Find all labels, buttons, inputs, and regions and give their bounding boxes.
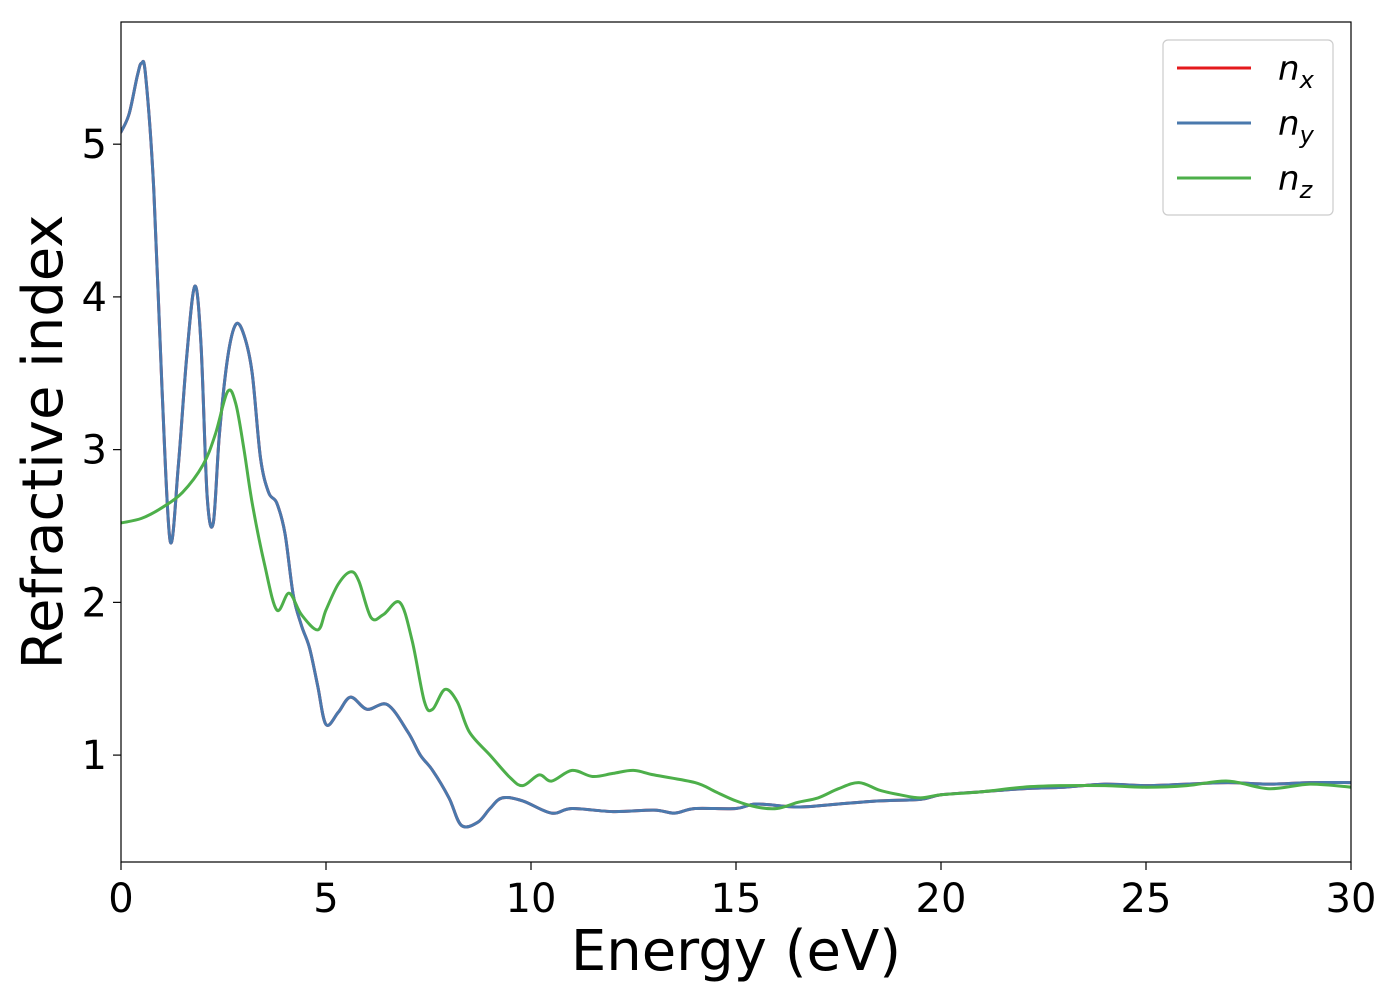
y-tick-label: 1 (82, 733, 107, 779)
x-tick-label: 0 (108, 876, 133, 922)
y-tick-label: 3 (82, 428, 107, 474)
y-tick-label: 4 (82, 275, 107, 321)
legend-label: ny (1278, 104, 1315, 149)
x-tick-label: 5 (313, 876, 338, 922)
x-tick-label: 20 (916, 876, 967, 922)
x-tick-label: 30 (1326, 876, 1377, 922)
y-tick-label: 5 (82, 122, 107, 168)
x-tick-label: 10 (506, 876, 557, 922)
series-line-ny (121, 59, 1351, 829)
legend-label: nz (1278, 159, 1314, 204)
y-axis-ticks: 1 2 3 4 5 (82, 122, 121, 779)
plot-lines (121, 59, 1351, 829)
x-tick-label: 15 (711, 876, 762, 922)
y-axis-title: Refractive index (11, 215, 76, 670)
legend-box (1162, 39, 1334, 216)
legend-label: nx (1278, 49, 1315, 94)
y-tick-label: 2 (82, 580, 107, 626)
x-axis-title: Energy (eV) (571, 919, 901, 984)
x-axis-ticks: 0 5 10 15 20 25 30 (108, 862, 1376, 922)
series-line-nz (121, 388, 1351, 811)
x-tick-label: 25 (1121, 876, 1172, 922)
legend: nx ny nz (1162, 39, 1334, 216)
